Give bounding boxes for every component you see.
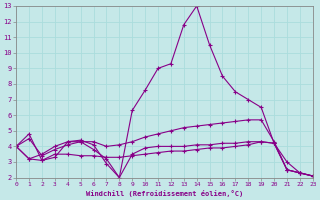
X-axis label: Windchill (Refroidissement éolien,°C): Windchill (Refroidissement éolien,°C) [86, 190, 243, 197]
